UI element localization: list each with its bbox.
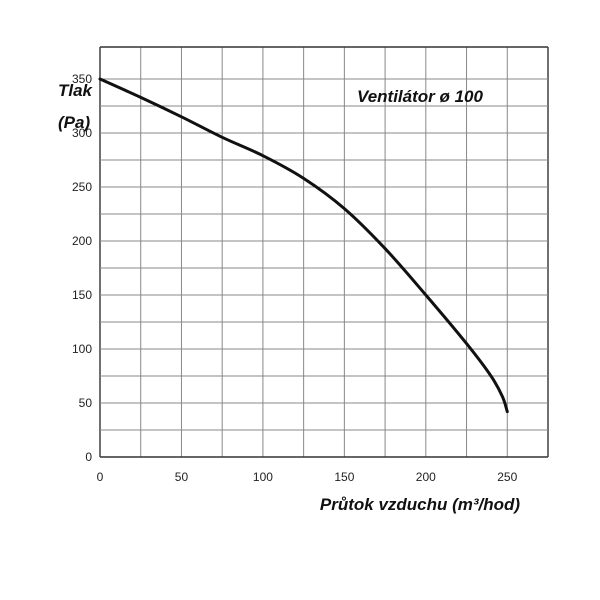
y-tick-label: 300 [72, 126, 92, 140]
series-line [98, 77, 509, 414]
chart-title: Ventilátor ø 100 [357, 87, 484, 106]
x-tick-label: 100 [253, 470, 273, 484]
y-axis-label-line2: (Pa) [58, 113, 90, 132]
y-tick-label: 150 [72, 288, 92, 302]
x-tick-label: 50 [175, 470, 189, 484]
y-tick-label: 200 [72, 234, 92, 248]
x-tick-label: 250 [497, 470, 517, 484]
y-tick-label: 50 [79, 396, 93, 410]
x-tick-label: 0 [97, 470, 104, 484]
y-tick-label: 250 [72, 180, 92, 194]
tick-labels: 0 50 100 150 200 250 0 50 100 150 200 250 300 350 [72, 72, 518, 484]
y-axis-label-line1: Tlak [58, 81, 94, 100]
x-tick-label: 150 [334, 470, 354, 484]
y-tick-label: 350 [72, 72, 92, 86]
x-tick-label: 200 [416, 470, 436, 484]
y-tick-label: 0 [85, 450, 92, 464]
y-tick-label: 100 [72, 342, 92, 356]
x-axis-label: Průtok vzduchu (m³/hod) [320, 495, 521, 514]
grid [99, 46, 549, 458]
